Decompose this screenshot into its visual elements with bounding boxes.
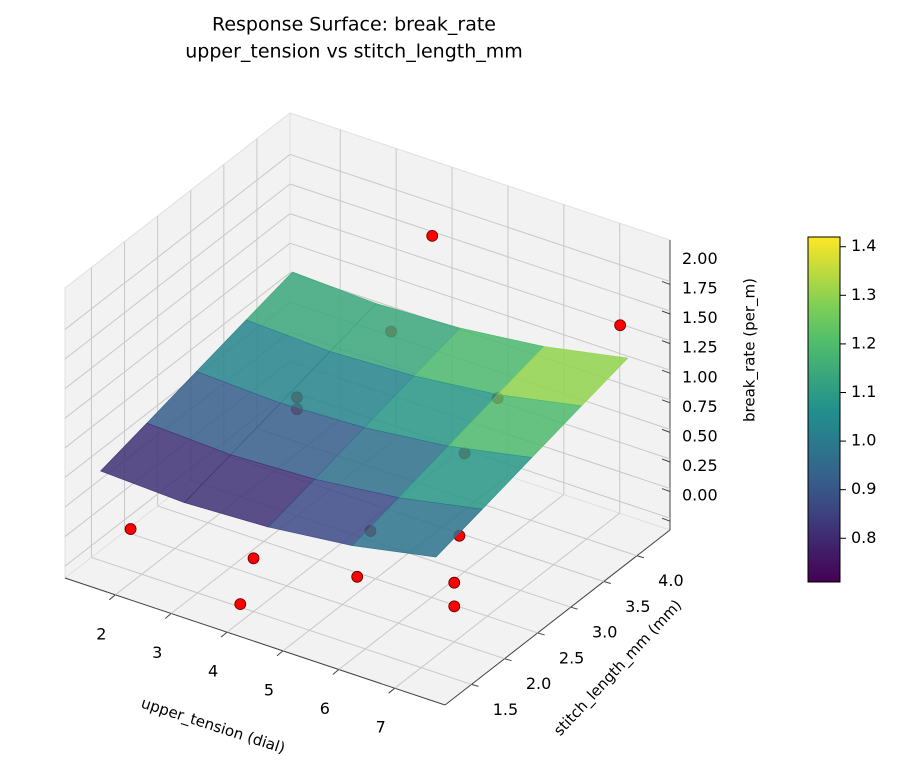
grid-line: [64, 154, 291, 330]
chart-subtitle: upper_tension vs stitch_length_mm: [185, 41, 523, 63]
y-tick: [471, 683, 479, 687]
z-tick: [661, 428, 671, 433]
surface: [100, 271, 629, 558]
x-tick: [164, 613, 172, 619]
z-tick: [661, 310, 671, 315]
z-tick: [661, 340, 671, 345]
grid-line: [289, 213, 671, 342]
tick-labels: 2 3 4 5 6 7 1.5 2.0 2.5 3.0 3.5 4.0 0.00 0.25 0.50 0.75…: [96, 249, 717, 737]
x-tick-label: 5: [264, 680, 274, 699]
y-tick: [504, 658, 512, 662]
z-tick: [661, 399, 671, 404]
grid-line: [289, 183, 671, 312]
z-tick-label: 0.75: [682, 397, 718, 416]
x-tick: [276, 650, 284, 657]
y-tick: [537, 632, 545, 636]
x-tick: [220, 631, 228, 638]
colorbar-tick-label: 1.3: [851, 285, 876, 304]
x-tick: [388, 687, 396, 694]
y-tick: [636, 555, 645, 559]
z-tick-label: 1.50: [682, 308, 718, 327]
y-tick-label: 3.0: [592, 623, 617, 642]
surface-facet: [351, 497, 483, 558]
colorbar: [807, 236, 841, 583]
grid-line: [64, 242, 291, 419]
y-tick: [570, 606, 578, 610]
z-tick-label: 0.50: [682, 426, 718, 445]
points-above: [426, 229, 627, 332]
data-point: [614, 319, 627, 332]
grid-line: [289, 242, 671, 371]
data-point: [351, 570, 364, 583]
grid-line: [64, 272, 291, 449]
z-tick-label: 1.00: [682, 367, 718, 386]
colorbar-tick-label: 1.0: [851, 431, 876, 450]
x-tick-label: 7: [376, 718, 386, 737]
x-tick-label: 3: [152, 643, 162, 662]
x-tick-label: 4: [208, 662, 218, 681]
grid-line: [64, 183, 291, 360]
z-tick-label: 0.25: [682, 456, 718, 475]
grid-line: [64, 213, 291, 390]
colorbar-tick-label: 1.1: [851, 382, 876, 401]
z-tick: [661, 488, 671, 493]
grid-line: [124, 531, 505, 660]
grid-line: [91, 556, 472, 685]
y-tick-label: 4.0: [658, 571, 683, 590]
x-tick: [108, 594, 116, 601]
data-point: [448, 600, 461, 613]
x-tick-label: 6: [320, 699, 330, 718]
grid-line: [157, 505, 538, 634]
colorbar-tick-label: 0.8: [851, 528, 876, 547]
axis-line: [444, 529, 671, 706]
y-axis-label: stitch_length_mm (mm): [550, 596, 686, 740]
y-tick-label: 3.5: [625, 597, 650, 616]
data-point: [124, 523, 137, 535]
x-tick-label: 2: [96, 624, 106, 643]
y-tick-label: 2.0: [526, 674, 551, 693]
data-point: [426, 229, 439, 242]
y-tick: [603, 580, 611, 584]
colorbar-tick-label: 0.9: [851, 479, 876, 498]
data-point: [234, 598, 247, 611]
z-tick: [661, 517, 671, 522]
z-tick-label: 2.00: [682, 249, 718, 268]
data-point: [448, 576, 461, 589]
z-tick: [661, 369, 671, 374]
grid-line: [394, 512, 621, 689]
chart-title: Response Surface: break_rate: [212, 14, 496, 36]
colorbar-tick-label: 1.2: [851, 333, 876, 352]
colorbar-tick-label: 1.4: [851, 236, 876, 255]
z-tick-label: 1.25: [682, 338, 718, 357]
z-axis-label: break_rate (per_m): [741, 278, 760, 422]
x-tick: [332, 669, 340, 675]
data-point: [247, 552, 260, 565]
z-tick-label: 0.00: [682, 486, 718, 505]
x-axis-label: upper_tension (dial): [139, 694, 288, 758]
z-tick: [661, 280, 671, 285]
grid-line: [289, 153, 671, 282]
z-tick-label: 1.75: [682, 279, 718, 298]
y-tick-label: 1.5: [493, 700, 518, 719]
axis-line: [64, 577, 446, 706]
y-tick-label: 2.5: [559, 648, 584, 667]
z-tick: [661, 458, 671, 463]
colorbar-ticks: 0.8 0.9 1.0 1.1 1.2 1.3 1.4: [840, 236, 876, 547]
